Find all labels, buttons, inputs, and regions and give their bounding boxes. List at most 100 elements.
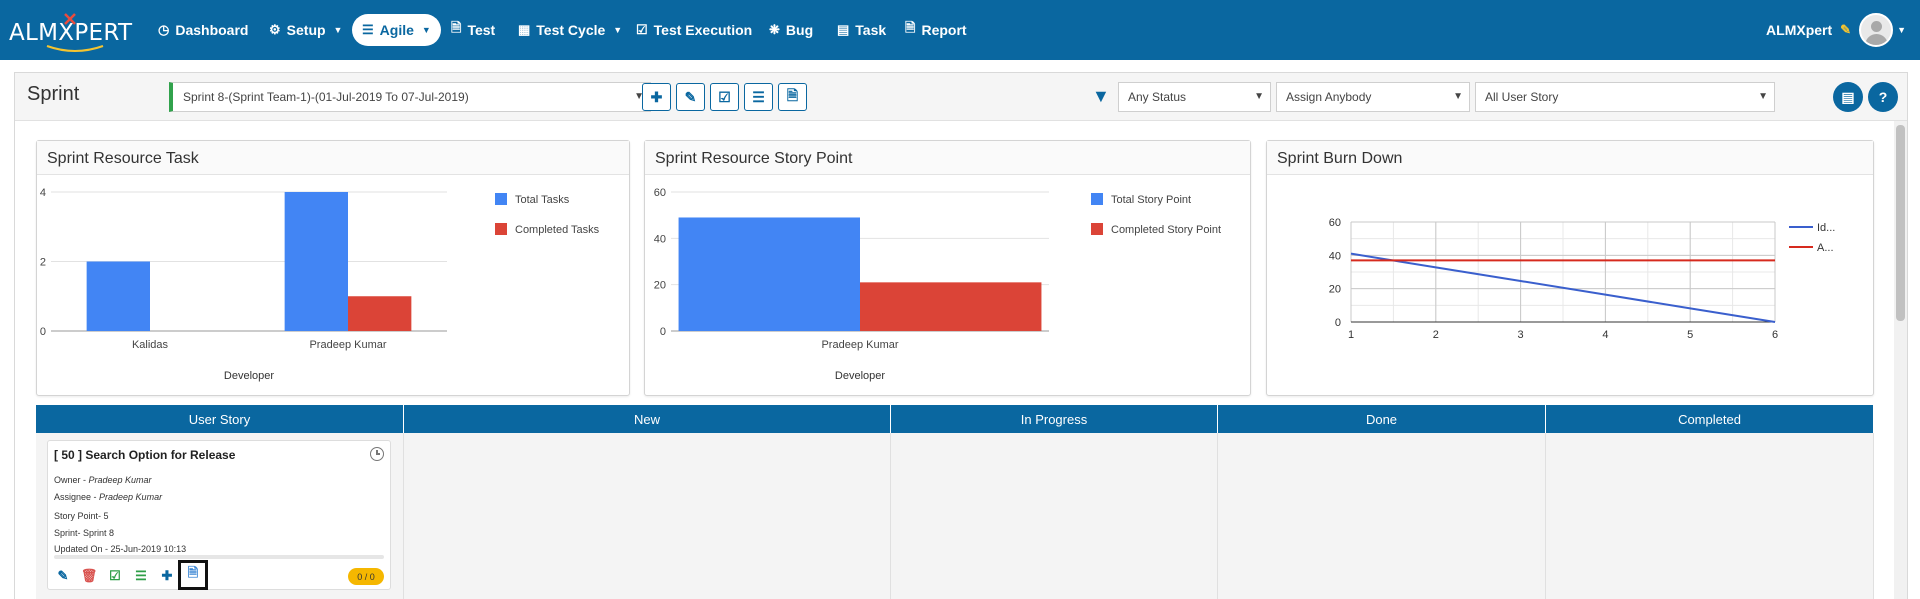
nav-dashboard[interactable]: ◷ Dashboard (148, 14, 258, 46)
bar (678, 217, 860, 331)
nav-task[interactable]: ▤ Task (827, 14, 896, 46)
owner-label: Owner - (54, 475, 89, 485)
nav-agile[interactable]: ☰ Agile ▼ (352, 14, 441, 46)
check-square-icon: ☑ (718, 88, 731, 105)
board-column-header: In Progress (891, 405, 1218, 433)
nav-bug[interactable]: ❋ Bug (759, 14, 823, 46)
chevron-down-icon: ▼ (333, 25, 343, 35)
user-story-card[interactable]: [ 50 ] Search Option for Release Owner -… (47, 440, 391, 590)
vertical-scrollbar[interactable] (1894, 121, 1907, 599)
nav-label: Dashboard (175, 22, 249, 38)
story-filter-select[interactable]: All User Story ▼ (1475, 82, 1775, 112)
pencil-icon[interactable]: ✎ (1840, 22, 1852, 37)
assignee-label: Assignee - (54, 492, 100, 502)
gears-icon: ⚙ (269, 22, 281, 37)
legend-label: Completed Tasks (515, 224, 600, 236)
plus-icon: ✚ (650, 88, 663, 105)
nav-test-cycle[interactable]: ▦ Test Cycle ▼ (508, 14, 632, 46)
legend-label: Completed Story Point (1111, 224, 1221, 236)
file-icon: 🗎 (451, 20, 462, 35)
story-assignee: Assignee - Pradeep Kumar (54, 492, 162, 502)
story-filter-value: All User Story (1485, 90, 1559, 104)
document-icon: 🗎 (786, 87, 799, 103)
assign-filter-select[interactable]: Assign Anybody ▼ (1276, 82, 1470, 112)
resource-task-chart: 0 2 4 Kalidas Pradeep Kumar Developer Total Ta… (40, 187, 600, 382)
list-view-button[interactable]: ☰ (744, 83, 773, 111)
report-icon: 🗎 (905, 20, 916, 35)
legend-swatch (1091, 223, 1103, 235)
nav-test[interactable]: 🗎 Test (441, 14, 505, 46)
resource-story-card: Sprint Resource Story Point 0 20 40 60 Prade… (644, 140, 1251, 396)
bar-chart-icon: ▤ (1841, 88, 1855, 105)
logo-text: ALMXPERT (9, 20, 133, 46)
x-tick-label: Kalidas (132, 339, 169, 351)
resource-task-card: Sprint Resource Task 0 2 4 Kalidas Pradeep K… (36, 140, 630, 396)
bar (284, 192, 348, 331)
plus-icon[interactable]: ✚ (161, 568, 173, 583)
trash-icon[interactable]: 🗑 (80, 568, 98, 583)
scrollbar-thumb[interactable] (1896, 125, 1905, 321)
pencil-icon[interactable]: ✎ (57, 568, 69, 583)
document-icon[interactable]: 🗎 (178, 560, 208, 590)
y-tick-label: 20 (654, 280, 666, 292)
board-column-new[interactable] (404, 433, 891, 599)
y-tick-label: 20 (1329, 284, 1341, 296)
x-tick-label: 6 (1772, 329, 1778, 341)
check-square-icon: ☑ (636, 22, 648, 37)
y-tick-label: 0 (660, 326, 666, 338)
list-icon[interactable]: ☰ (135, 568, 147, 583)
chart-toggle-button[interactable]: ▤ (1833, 82, 1863, 112)
story-title[interactable]: [ 50 ] Search Option for Release (54, 448, 236, 462)
document-button[interactable]: 🗎 (778, 83, 807, 111)
legend-swatch (495, 223, 507, 235)
bar (348, 296, 412, 331)
y-tick-label: 60 (654, 187, 666, 199)
chevron-down-icon: ▼ (1453, 91, 1463, 102)
check-square-icon[interactable]: ☑ (109, 568, 121, 583)
x-tick-label: Pradeep Kumar (821, 339, 898, 351)
board-column-header: User Story (36, 405, 404, 433)
top-navbar: ALMXPERT ◷ Dashboard ⚙ Setup ▼ ☰ Agile ▼… (0, 0, 1920, 60)
legend-label: Total Story Point (1111, 194, 1191, 206)
x-tick-label: 1 (1348, 329, 1354, 341)
sprint-select[interactable]: Sprint 8-(Sprint Team-1)-(01-Jul-2019 To… (169, 82, 651, 112)
status-filter-select[interactable]: Any Status ▼ (1118, 82, 1271, 112)
assignee-name: Pradeep Kumar (99, 492, 163, 502)
nav-setup[interactable]: ⚙ Setup ▼ (259, 14, 352, 46)
dashboard-icon: ◷ (158, 22, 170, 37)
chevron-down-icon: ▼ (613, 25, 623, 35)
add-sprint-button[interactable]: ✚ (642, 83, 671, 111)
nav-label: Report (921, 22, 967, 38)
bar (86, 261, 150, 331)
edit-sprint-button[interactable]: ✎ (676, 83, 705, 111)
board-column-done[interactable] (1218, 433, 1546, 599)
avatar[interactable] (1859, 13, 1894, 47)
help-button[interactable]: ? (1868, 82, 1898, 112)
user-menu[interactable]: ALMXpert ✎ ▼ (1766, 12, 1906, 48)
list-icon: ☰ (752, 88, 765, 105)
y-tick-label: 60 (1329, 217, 1341, 229)
story-sprint: Sprint- Sprint 8 (54, 528, 115, 538)
story-updated: Updated On - 25-Jun-2019 10:13 (54, 544, 187, 554)
complete-sprint-button[interactable]: ☑ (710, 83, 739, 111)
y-tick-label: 0 (1335, 317, 1341, 329)
legend-swatch (495, 193, 507, 205)
nav-report[interactable]: 🗎 Report (895, 14, 977, 46)
y-tick-label: 2 (40, 257, 46, 269)
list-icon: ☰ (362, 22, 374, 37)
card-title: Sprint Burn Down (1267, 141, 1873, 175)
board-column-in-progress[interactable] (891, 433, 1218, 599)
y-tick-label: 4 (40, 187, 46, 199)
nav-test-execution[interactable]: ☑ Test Execution (626, 14, 762, 46)
assign-filter-value: Assign Anybody (1286, 90, 1372, 104)
y-tick-label: 40 (654, 233, 666, 245)
clock-icon[interactable] (370, 447, 384, 461)
x-tick-label: Pradeep Kumar (309, 339, 386, 351)
table-icon: ▦ (518, 22, 531, 37)
nav-label: Setup (286, 22, 326, 38)
y-tick-label: 0 (40, 326, 46, 338)
card-title: Sprint Resource Story Point (645, 141, 1250, 175)
board-column-completed[interactable] (1546, 433, 1874, 599)
logo-swoosh-icon (46, 45, 104, 52)
owner-name: Pradeep Kumar (88, 475, 152, 485)
